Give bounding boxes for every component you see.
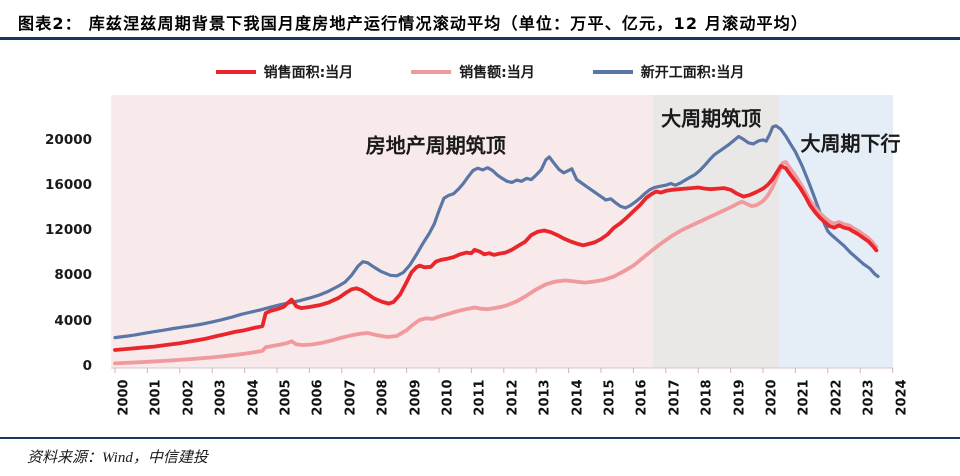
y-axis-label: 12000 xyxy=(45,222,92,239)
new-starts-line-swatch xyxy=(592,70,633,74)
series-line-销售面积:当月 xyxy=(113,164,879,352)
phase-annotation: 大周期筑顶 xyxy=(661,106,762,131)
x-axis-label: 2003 xyxy=(213,379,229,416)
y-axis-label: 16000 xyxy=(45,176,92,193)
x-axis-label: 2007 xyxy=(343,379,359,416)
x-axis-label: 2021 xyxy=(796,379,812,416)
x-axis-label: 2015 xyxy=(602,379,618,416)
series-line-新开工面积:当月 xyxy=(113,124,880,340)
y-axis-label: 20000 xyxy=(45,131,92,148)
legend-label-sales-area: 销售面积:当月 xyxy=(263,65,354,81)
x-axis-label: 2000 xyxy=(116,379,132,416)
x-axis-label: 2016 xyxy=(634,379,650,416)
phase-annotation: 大周期下行 xyxy=(800,131,901,156)
x-axis-label: 2006 xyxy=(310,379,326,416)
x-axis-label: 2017 xyxy=(667,379,683,416)
y-axis-label: 8000 xyxy=(54,267,92,284)
y-axis-label: 0 xyxy=(82,358,92,374)
legend-label-new-starts: 新开工面积:当月 xyxy=(640,65,745,81)
source-note: 资料来源：Wind，中信建投 xyxy=(27,450,208,466)
legend-item-sales-area: 销售面积:当月 xyxy=(215,62,354,82)
sales-area-line-swatch xyxy=(215,70,256,74)
x-axis-label: 2011 xyxy=(472,379,488,416)
x-axis-label: 2019 xyxy=(732,379,748,416)
x-axis-label: 2024 xyxy=(894,379,910,416)
legend-item-new-starts: 新开工面积:当月 xyxy=(592,62,745,82)
sales-value-line-swatch xyxy=(411,70,452,74)
x-axis-label: 2005 xyxy=(278,379,294,416)
phase-annotation: 房地产周期筑顶 xyxy=(365,133,506,158)
footer-divider xyxy=(0,437,960,439)
x-axis-label: 2004 xyxy=(246,379,262,416)
figure-title: 图表2： 库兹涅兹周期背景下我国月度房地产运行情况滚动平均（单位：万平、亿元，1… xyxy=(18,14,809,33)
line-chart-canvas xyxy=(111,95,894,373)
legend-label-sales-value: 销售额:当月 xyxy=(459,65,535,81)
phase-grand-cycle-down xyxy=(779,95,893,368)
x-axis-label: 2023 xyxy=(861,379,877,416)
title-divider xyxy=(0,37,960,40)
y-axis-label: 4000 xyxy=(54,312,92,329)
x-axis-label: 2020 xyxy=(764,379,780,416)
x-axis-label: 2009 xyxy=(408,379,424,416)
series-line-销售额:当月 xyxy=(113,160,879,366)
x-axis-label: 2022 xyxy=(829,379,845,416)
chart-legend: 销售面积:当月 销售额:当月 新开工面积:当月 xyxy=(0,62,960,82)
x-axis-label: 2001 xyxy=(148,379,164,416)
x-axis-label: 2014 xyxy=(570,379,586,416)
x-axis-label: 2012 xyxy=(505,379,521,416)
phase-grand-cycle-top xyxy=(652,95,780,368)
x-axis-label: 2008 xyxy=(375,379,391,416)
legend-item-sales-value: 销售额:当月 xyxy=(411,62,535,82)
x-axis-label: 2002 xyxy=(181,379,197,416)
x-axis-label: 2018 xyxy=(699,379,715,416)
phase-housing-cycle-top xyxy=(111,95,653,368)
x-axis-label: 2013 xyxy=(537,379,553,416)
x-axis-label: 2010 xyxy=(440,379,456,416)
